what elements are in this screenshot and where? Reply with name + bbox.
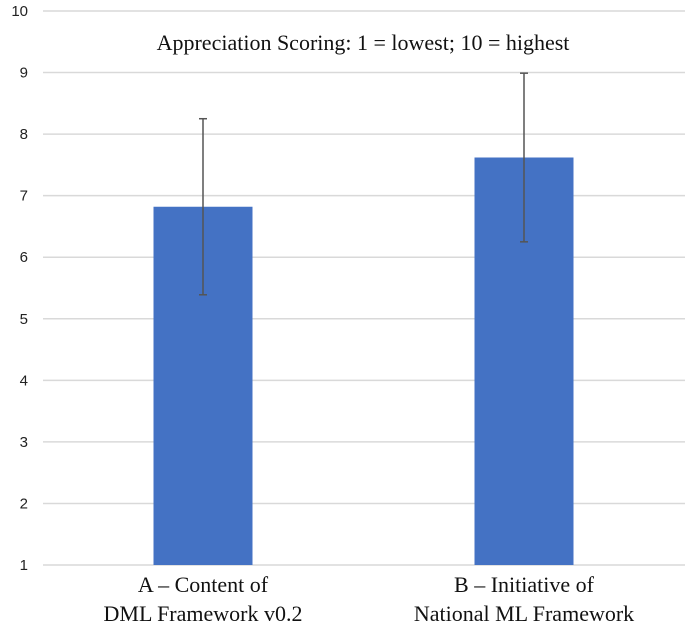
x-axis-labels: A – Content of DML Framework v0.2 B – Init…: [104, 572, 635, 626]
y-tick-label: 6: [20, 249, 28, 266]
chart-title: Appreciation Scoring: 1 = lowest; 10 = h…: [157, 30, 570, 55]
gridlines: [43, 10, 685, 566]
y-tick-label: 3: [20, 434, 28, 451]
x-category-label: B – Initiative of: [454, 572, 595, 597]
x-category-label: National ML Framework: [414, 601, 634, 626]
y-tick-label: 2: [20, 495, 28, 512]
y-tick-label: 8: [20, 126, 28, 143]
x-category-label: DML Framework v0.2: [104, 601, 303, 626]
error-bars: [199, 72, 528, 296]
y-tick-label: 5: [20, 311, 28, 328]
y-tick-label: 7: [20, 188, 28, 205]
y-tick-label: 9: [20, 65, 28, 82]
y-tick-label: 1: [20, 557, 28, 574]
x-category-label: A – Content of: [138, 572, 269, 597]
y-tick-label: 10: [11, 3, 28, 20]
y-tick-label: 4: [20, 372, 28, 389]
y-axis-ticks: 1 2 3 4 5 6 7 8 9 10: [11, 3, 28, 574]
